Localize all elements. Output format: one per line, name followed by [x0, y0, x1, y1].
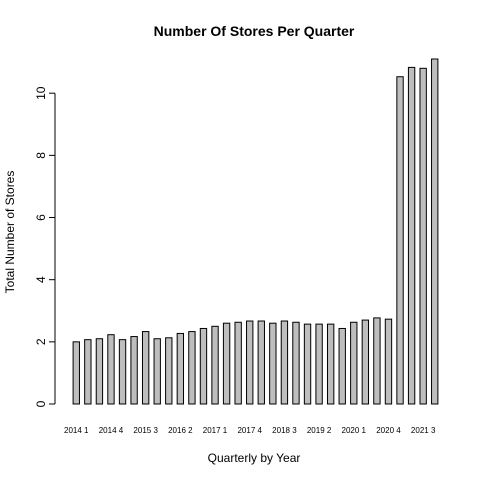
bar-2019-3 [326, 323, 335, 405]
bars-group [72, 58, 439, 405]
bar-2021-2 [407, 66, 416, 405]
y-tick-label: 10 [34, 86, 48, 100]
bar-2020-2 [361, 319, 370, 405]
y-axis: 0 2 4 6 8 10 [34, 86, 56, 407]
y-tick-label: 0 [34, 400, 48, 407]
chart-title: Number Of Stores Per Quarter [154, 23, 355, 39]
bar-2016-4 [199, 327, 208, 405]
y-tick-label: 8 [34, 152, 48, 159]
bar-2018-1 [257, 320, 265, 405]
bar-2015-1 [118, 339, 127, 405]
x-tick-label: 2014 4 [99, 426, 124, 435]
bar-2021-3 [419, 67, 427, 405]
bar-2018-3 [280, 320, 289, 405]
bar-2018-2 [269, 322, 277, 405]
bar-2014-4 [107, 334, 115, 405]
bar-2017-3 [234, 321, 242, 405]
bar-2014-1 [72, 341, 80, 405]
x-tick-label: 2021 3 [411, 426, 436, 435]
bar-2019-1 [303, 323, 312, 405]
bar-2020-1 [350, 321, 358, 405]
y-axis-label: Total Number of Stores [3, 171, 17, 294]
y-tick-label: 6 [34, 214, 48, 221]
bar-2017-4 [246, 320, 254, 405]
x-tick-label: 2015 3 [133, 426, 158, 435]
x-tick-label: 2017 4 [237, 426, 262, 435]
bar-2017-1 [211, 325, 219, 405]
x-tick-label: 2019 2 [307, 426, 332, 435]
bar-2020-3 [373, 317, 381, 405]
bar-2020-4 [384, 318, 393, 405]
bar-2014-3 [95, 338, 104, 405]
x-tick-label: 2020 1 [342, 426, 367, 435]
bar-2015-3 [141, 331, 150, 405]
bar-2014-2 [84, 339, 92, 405]
bar-2016-3 [188, 331, 196, 405]
x-tick-label: 2016 2 [168, 426, 193, 435]
bar-2019-4 [338, 327, 346, 405]
bar-2016-2 [176, 332, 185, 405]
x-tick-label: 2014 1 [64, 426, 89, 435]
bar-2018-4 [292, 321, 300, 405]
x-tick-labels: 2014 1 2014 4 2015 3 2016 2 2017 1 2017 4 2018… [64, 426, 436, 435]
x-axis-label: Quarterly by Year [208, 451, 301, 465]
y-tick-label: 2 [34, 338, 48, 345]
x-tick-label: 2017 1 [203, 426, 228, 435]
x-tick-label: 2018 3 [272, 426, 297, 435]
bar-2019-2 [315, 323, 323, 405]
bar-2016-1 [165, 337, 173, 405]
bar-2017-2 [222, 322, 231, 405]
y-tick-label: 4 [34, 276, 48, 283]
bar-2021-1 [396, 76, 404, 405]
bar-2015-2 [130, 336, 138, 405]
bar-2021-4 [431, 58, 439, 405]
bar-2015-4 [153, 338, 161, 405]
x-tick-label: 2020 4 [376, 426, 401, 435]
